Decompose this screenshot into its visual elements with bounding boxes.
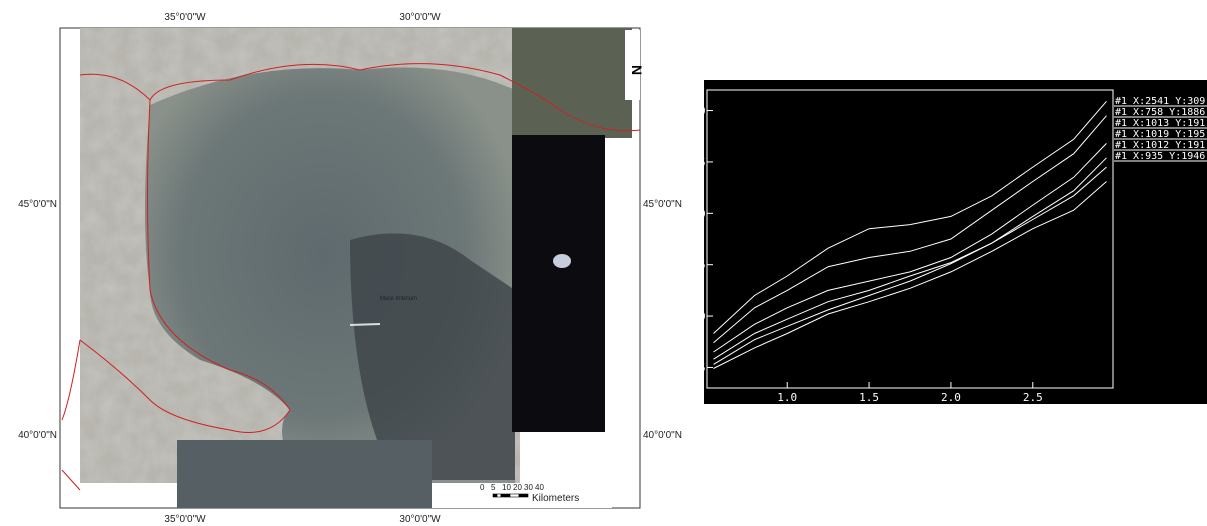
x-tick-label: 1.5 bbox=[859, 391, 879, 404]
y-tick-label: 0 bbox=[699, 207, 706, 220]
legend-label: #1 X:1019 Y:195 bbox=[1115, 129, 1205, 140]
y-tick-label: 0 bbox=[699, 310, 706, 323]
lon-label: 30°0'0"W bbox=[399, 514, 441, 525]
y-tick-label: 5 bbox=[699, 259, 706, 272]
lon-label: 30°0'0"W bbox=[399, 12, 441, 23]
strip bbox=[512, 28, 632, 138]
y-tick-label: 5 bbox=[699, 361, 706, 374]
map: N Mare Imbrium 35°0'0"W 30°0'0"W 35°0'0"… bbox=[18, 12, 682, 525]
scale-tick-label: 10 bbox=[502, 483, 511, 492]
scale-unit: Kilometers bbox=[532, 493, 579, 504]
dark-strip bbox=[512, 135, 605, 432]
scale-segment bbox=[501, 494, 510, 497]
scale-tick-label: 20 bbox=[513, 483, 522, 492]
scale-tick-label: 30 bbox=[524, 483, 533, 492]
crater bbox=[553, 254, 571, 268]
feature-label: Mare Imbrium bbox=[380, 296, 417, 302]
strip bbox=[177, 440, 432, 508]
scale-tick-label: 0 bbox=[480, 483, 485, 492]
y-tick-label: 5 bbox=[699, 156, 706, 169]
y-tick-label: 0 bbox=[699, 105, 706, 118]
scale-tick-label: 5 bbox=[491, 483, 496, 492]
scale-tick-label: 40 bbox=[535, 483, 544, 492]
x-tick-label: 1.0 bbox=[777, 391, 797, 404]
lat-label: 45°0'0"N bbox=[18, 199, 57, 210]
strip-edge bbox=[350, 324, 380, 325]
lon-label: 35°0'0"W bbox=[164, 514, 206, 525]
lat-label: 40°0'0"N bbox=[18, 430, 57, 441]
legend-label: #1 X:1013 Y:191 bbox=[1115, 118, 1205, 129]
legend-label: #1 X:935 Y:1946 bbox=[1115, 151, 1205, 162]
lat-label: 45°0'0"N bbox=[643, 199, 682, 210]
x-tick-label: 2.0 bbox=[941, 391, 961, 404]
scale-segment bbox=[497, 494, 501, 497]
legend-label: #1 X:1012 Y:191 bbox=[1115, 140, 1205, 151]
lon-label: 35°0'0"W bbox=[164, 12, 206, 23]
legend-label: #1 X:758 Y:1886 bbox=[1115, 107, 1205, 118]
legend-label: #1 X:2541 Y:309 bbox=[1115, 96, 1205, 107]
screenshot: N Mare Imbrium 35°0'0"W 30°0'0"W 35°0'0"… bbox=[0, 0, 1207, 526]
lat-label: 40°0'0"N bbox=[643, 430, 682, 441]
north-label: N bbox=[629, 65, 645, 75]
scale-segment bbox=[493, 494, 497, 497]
scale-segment bbox=[510, 494, 519, 497]
scale-segment bbox=[519, 494, 528, 497]
x-tick-label: 2.5 bbox=[1023, 391, 1043, 404]
